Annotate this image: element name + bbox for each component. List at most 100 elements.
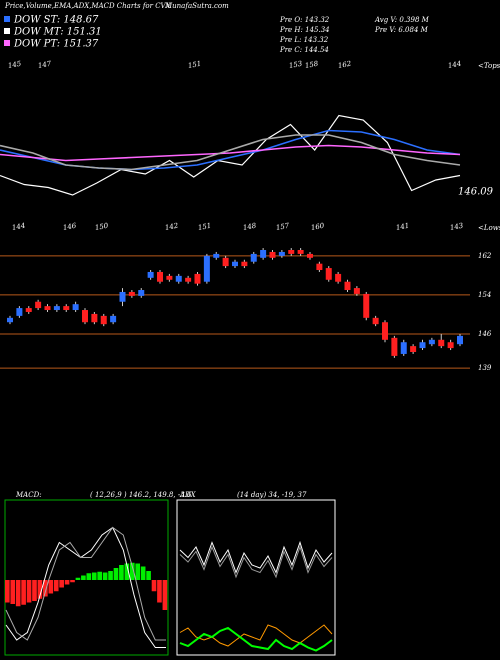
candle-body <box>288 250 295 254</box>
candle-body <box>222 257 229 267</box>
candle-body <box>25 308 32 312</box>
macd-bar <box>151 580 157 592</box>
adx-line <box>179 624 333 647</box>
candle-body <box>100 315 107 325</box>
site: MunafaSutra.com <box>164 2 229 10</box>
top-label: 151 <box>187 60 202 70</box>
candle-body <box>91 313 98 323</box>
legend-label: DOW MT: 151.31 <box>13 27 102 38</box>
y-tick-label: 154 <box>478 291 491 299</box>
macd-bar <box>21 580 26 605</box>
bottom-label: 146 <box>62 222 77 232</box>
candle-body <box>241 261 248 267</box>
candle-body <box>353 288 360 294</box>
candle-body <box>63 306 70 311</box>
candle-body <box>128 291 135 296</box>
candle-body <box>260 250 267 258</box>
candle-body <box>203 255 210 282</box>
macd-bar <box>140 566 146 580</box>
candle-body <box>185 277 192 282</box>
candle-body <box>400 342 407 354</box>
macd-bar <box>102 572 108 580</box>
ema-line <box>0 114 461 196</box>
macd-bar <box>124 563 130 580</box>
macd-bar <box>48 580 54 594</box>
bottom-label: 151 <box>197 222 212 232</box>
legend-swatch <box>4 28 10 34</box>
adx-line <box>179 626 333 652</box>
top-label: 158 <box>304 60 319 70</box>
candle-body <box>307 253 313 258</box>
candle-body <box>382 322 388 340</box>
lows-label: <Lows <box>478 224 500 232</box>
bottom-label: 160 <box>310 222 325 232</box>
adx-label: ADX <box>179 491 197 499</box>
candle-body <box>391 337 398 356</box>
macd-bar <box>86 573 92 580</box>
macd-bar <box>135 563 141 580</box>
macd-bar <box>157 580 162 603</box>
legend-swatch <box>4 16 10 22</box>
macd-bar <box>15 580 21 607</box>
candle-body <box>278 251 285 256</box>
macd-bar <box>146 571 151 580</box>
candle-body <box>232 261 238 267</box>
candle-body <box>344 281 351 291</box>
candle-body <box>7 317 13 323</box>
candle-body <box>325 268 332 280</box>
candle-body <box>82 310 88 323</box>
candle-body <box>335 273 342 282</box>
bottom-label: 148 <box>242 222 257 232</box>
macd-bar <box>10 580 16 604</box>
bottom-label: 143 <box>449 222 464 232</box>
tops-label: <Tops <box>478 62 500 70</box>
candle-body <box>316 263 323 271</box>
top-label: 162 <box>337 60 352 70</box>
info: Pre H: 145.34 <box>279 26 330 34</box>
candle-body <box>157 271 163 282</box>
macd-bar <box>108 571 113 580</box>
candle-body <box>213 253 220 258</box>
candle-body <box>138 290 145 296</box>
candle-body <box>16 308 23 316</box>
candle-body <box>44 306 51 311</box>
macd-bar <box>70 580 75 583</box>
candle-body <box>119 291 126 302</box>
top-label: 153 <box>288 60 303 70</box>
info: Pre O: 143.32 <box>279 16 330 24</box>
candle-body <box>250 253 257 262</box>
candle-body <box>35 301 42 309</box>
candle-body <box>363 293 370 318</box>
macd-bar <box>91 572 97 580</box>
bottom-label: 141 <box>395 222 410 232</box>
ema-line <box>0 144 461 162</box>
y-tick-label: 162 <box>478 252 492 260</box>
candle-body <box>269 251 276 258</box>
candle-body <box>428 339 435 345</box>
candle-body <box>438 339 445 347</box>
candle-body <box>372 317 379 325</box>
adx-frame <box>176 499 336 656</box>
bottom-label: 157 <box>275 222 290 232</box>
macd-bar <box>129 562 135 580</box>
candle-body <box>297 250 304 254</box>
macd-bar <box>64 580 70 585</box>
top-label: 147 <box>37 60 52 70</box>
macd-frame <box>4 499 169 656</box>
adx-line <box>179 545 333 579</box>
candle-body <box>457 335 463 345</box>
macd-bar <box>119 565 124 580</box>
top-label: 144 <box>447 60 462 70</box>
candle-body <box>447 342 454 349</box>
macd-label: MACD: <box>15 491 42 499</box>
macd-bar <box>59 580 64 588</box>
info: Avg V: 0.398 M <box>374 16 430 24</box>
bottom-label: 150 <box>94 222 109 232</box>
candle-body <box>147 271 154 278</box>
candle-body <box>166 275 173 280</box>
info: Pre L: 143.32 <box>279 36 329 44</box>
candle-body <box>419 342 426 349</box>
macd-bar <box>162 580 168 610</box>
macd-bar <box>26 580 32 603</box>
candle-body <box>72 304 79 311</box>
